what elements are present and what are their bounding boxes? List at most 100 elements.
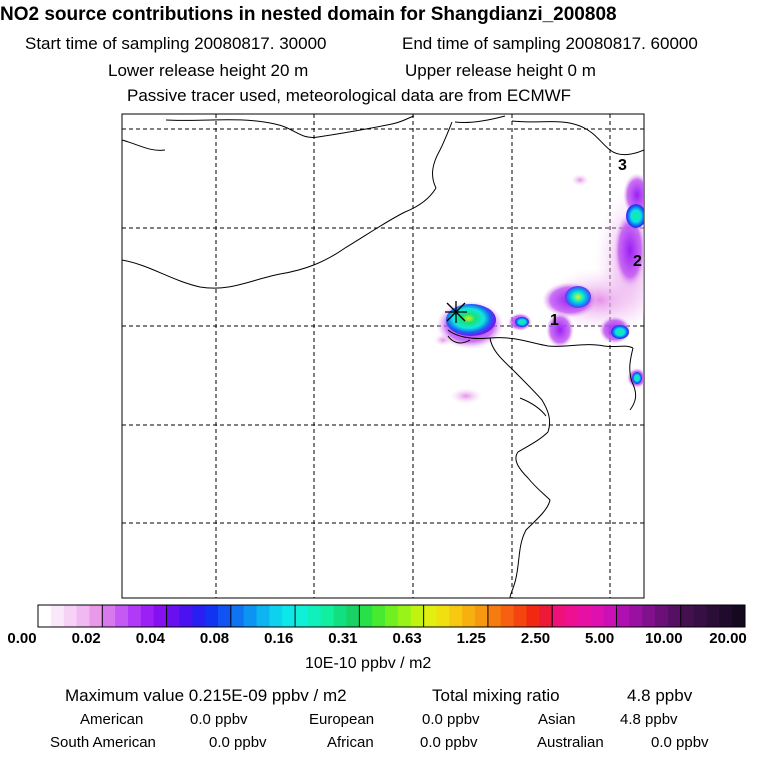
concentration-field — [434, 173, 644, 404]
legend-swatch — [192, 605, 206, 627]
region-label-2: 2 — [633, 253, 642, 270]
region-value-european: 0.0 ppbv — [422, 711, 480, 728]
region-label-3: 3 — [618, 157, 627, 174]
map-interior — [122, 114, 644, 598]
legend-swatch — [63, 605, 77, 627]
legend-swatch — [449, 605, 463, 627]
lower-release-height: Lower release height 20 m — [108, 61, 309, 80]
tracer-note: Passive tracer used, meteorological data… — [127, 86, 572, 105]
maximum-value: Maximum value 0.215E-09 ppbv / m2 — [65, 686, 347, 705]
legend-swatch — [282, 605, 296, 627]
legend-swatch — [629, 605, 643, 627]
legend-swatch — [397, 605, 412, 627]
legend-swatch — [307, 605, 322, 627]
legend-swatch — [539, 605, 553, 627]
legend-swatch — [205, 605, 219, 627]
region-value-asian: 4.8 ppbv — [620, 711, 678, 728]
legend-swatch — [38, 605, 52, 627]
region-value-south-american: 0.0 ppbv — [209, 734, 267, 751]
legend-tick-label: 5.00 — [585, 630, 615, 647]
legend-tick-label: 0.08 — [199, 630, 230, 647]
legend-swatch — [680, 605, 694, 627]
legend-swatch — [475, 605, 489, 627]
map-title: NO2 source contributions in nested domai… — [0, 4, 617, 25]
legend-tick-label: 1.25 — [456, 630, 486, 647]
legend-swatch — [655, 605, 669, 627]
legend-unit: 10E-10 ppbv / m2 — [305, 655, 432, 672]
legend-swatch — [385, 605, 399, 627]
legend-tick-label: 0.00 — [7, 630, 37, 647]
region-name-american: American — [80, 711, 144, 728]
legend-swatch — [320, 605, 335, 627]
legend-swatch — [552, 605, 566, 627]
legend-swatch — [295, 605, 309, 627]
end-time-label: End time of sampling 20080817. 60000 — [402, 34, 698, 53]
legend-swatch — [513, 605, 527, 627]
region-name-european: European — [309, 711, 375, 728]
legend-tick-label: 0.31 — [328, 630, 358, 647]
legend-tick-label: 0.63 — [392, 630, 422, 647]
legend-swatch — [642, 605, 656, 627]
region-name-south-american: South American — [50, 734, 156, 751]
region-value-american: 0.0 ppbv — [190, 711, 248, 728]
legend-swatch — [230, 605, 245, 627]
region-name-asian: Asian — [538, 711, 576, 728]
legend-swatch — [693, 605, 707, 627]
legend-swatch — [719, 605, 733, 627]
legend-tick-label: 0.16 — [264, 630, 294, 647]
legend-swatch — [487, 605, 502, 627]
legend-tick-label: 2.50 — [520, 630, 551, 647]
legend-swatch — [50, 605, 65, 627]
legend-swatch — [616, 605, 630, 627]
legend-swatch — [140, 605, 155, 627]
legend-swatch — [153, 605, 167, 627]
legend-swatch — [590, 605, 604, 627]
start-time-label: Start time of sampling 20080817. 30000 — [25, 34, 327, 53]
legend-swatch — [436, 605, 450, 627]
legend-swatch — [127, 605, 142, 627]
legend-swatch — [256, 605, 270, 627]
coastlines — [122, 115, 644, 598]
legend-swatch — [462, 605, 476, 627]
map-frame — [121, 113, 645, 599]
legend-swatch — [410, 605, 425, 627]
legend-swatch — [269, 605, 283, 627]
legend-swatch — [565, 605, 579, 627]
legend-swatch — [76, 605, 90, 627]
legend-swatch — [333, 605, 347, 627]
total-mixing-label: Total mixing ratio — [432, 686, 560, 705]
legend-tick-label: 0.02 — [71, 630, 101, 647]
total-mixing-value: 4.8 ppbv — [627, 686, 693, 705]
legend-frame — [37, 604, 746, 628]
legend-swatch — [706, 605, 720, 627]
legend-swatch — [179, 605, 193, 627]
region-value-african: 0.0 ppbv — [420, 734, 478, 751]
legend-swatch — [732, 605, 746, 627]
legend-swatch — [603, 605, 617, 627]
legend-swatch — [89, 605, 103, 627]
source-marker-icon — [445, 301, 467, 323]
legend-swatch — [359, 605, 373, 627]
region-value-australian: 0.0 ppbv — [651, 734, 709, 751]
legend-swatch — [423, 605, 437, 627]
color-legend-bar — [37, 604, 746, 628]
legend-swatch — [115, 605, 129, 627]
legend-swatch — [526, 605, 540, 627]
region-name-african: African — [327, 734, 374, 751]
legend-swatch — [217, 605, 232, 627]
legend-swatch — [500, 605, 515, 627]
legend-swatch — [243, 605, 257, 627]
legend-swatch — [102, 605, 116, 627]
legend-tick-label: 0.04 — [135, 630, 165, 647]
legend-swatch — [372, 605, 386, 627]
legend-swatch — [577, 605, 592, 627]
legend-tick-label: 20.00 — [709, 630, 747, 647]
legend-tick-label: 10.00 — [645, 630, 683, 647]
region-name-australian: Australian — [537, 734, 604, 751]
region-label-1: 1 — [550, 312, 559, 329]
legend-swatch — [166, 605, 180, 627]
upper-release-height: Upper release height 0 m — [405, 61, 596, 80]
legend-swatch — [667, 605, 682, 627]
legend-swatch — [346, 605, 360, 627]
